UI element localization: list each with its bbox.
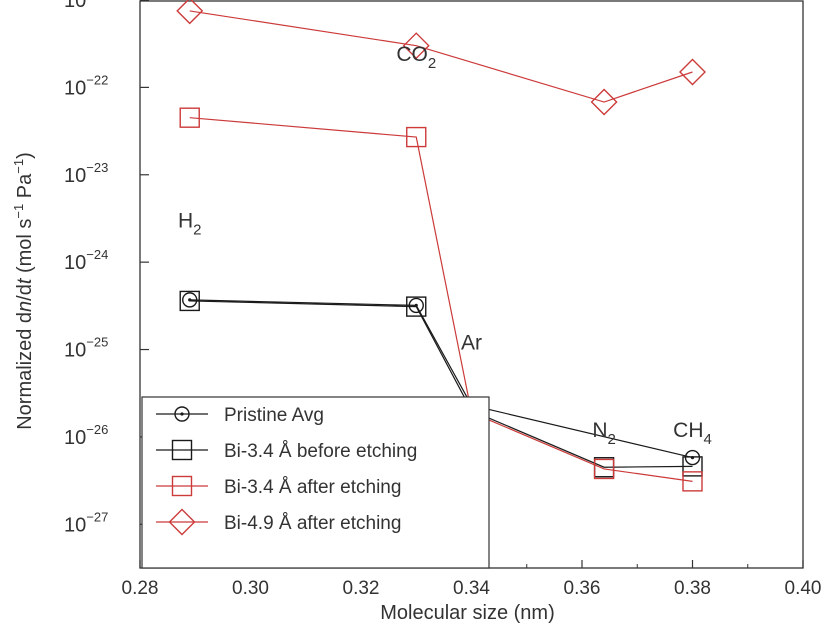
legend-label: Bi-4.9 Å after etching — [224, 513, 401, 534]
data-point-square — [593, 458, 615, 480]
gas-label: N2 — [592, 419, 616, 448]
y-tick-label: 10−24 — [64, 247, 108, 274]
gas-label: CH4 — [673, 419, 712, 448]
data-point-circle — [182, 292, 198, 308]
data-point-square — [406, 126, 427, 148]
annotation-layer: H2 CO2 Ar N2 CH4 — [178, 43, 712, 448]
data-point-diamond — [402, 32, 430, 60]
legend: Pristine Avg Bi-3.4 Å before etching Bi-3.… — [141, 396, 490, 569]
x-tick-label: 0.28 — [122, 578, 159, 599]
legend-entry: Bi-3.4 Å after etching — [156, 475, 401, 498]
x-axis-title: Molecular size (nm) — [380, 602, 554, 624]
legend-marker-diamond — [168, 508, 196, 536]
series-line — [189, 10, 693, 103]
legend-marker-square — [171, 439, 193, 461]
data-point-diamond — [590, 88, 618, 116]
data-point-square — [406, 296, 427, 317]
x-tick-label: 0.30 — [232, 578, 269, 599]
x-tick-label: 0.40 — [785, 578, 822, 599]
x-tick-label: 0.32 — [343, 578, 380, 599]
y-tick-label: 10−23 — [64, 160, 108, 187]
data-point-diamond — [176, 0, 204, 25]
data-point-square — [179, 107, 200, 128]
data-point-square — [179, 290, 200, 312]
gas-label: H2 — [178, 209, 202, 238]
data-point-circle — [408, 297, 424, 314]
y-axis: 10−21 10−22 10−23 10−24 10−25 10−26 10−27 — [64, 0, 149, 536]
gas-label: CO2 — [396, 43, 436, 72]
legend-marker-square — [171, 475, 193, 497]
series-4 — [176, 0, 706, 116]
series-line — [189, 299, 693, 459]
y-tick-label: 10−21 — [64, 0, 108, 12]
y-tick-label: 10−25 — [64, 335, 108, 362]
data-point-diamond — [679, 58, 706, 86]
y-tick-label: 10−27 — [64, 509, 108, 536]
legend-label: Pristine Avg — [224, 405, 324, 426]
legend-entry: Pristine Avg — [156, 405, 324, 426]
y-tick-label: 10−22 — [64, 72, 108, 99]
legend-box — [141, 396, 490, 569]
legend-label: Bi-3.4 Å before etching — [224, 441, 417, 462]
legend-entry: Bi-4.9 Å after etching — [156, 508, 401, 536]
y-tick-label: 10−26 — [64, 422, 108, 449]
legend-marker-dot — [180, 412, 184, 416]
data-point-square — [682, 471, 703, 492]
x-tick-label: 0.36 — [564, 578, 601, 599]
legend-label: Bi-3.4 Å after etching — [224, 477, 401, 498]
data-point-square — [682, 456, 703, 477]
gas-label: Ar — [461, 332, 482, 355]
legend-marker-circle — [174, 406, 190, 422]
y-axis-title: Normalized dn/dt (mol s−1 Pa−1) — [11, 152, 36, 430]
data-point-circle — [684, 449, 701, 466]
x-tick-label: 0.34 — [453, 578, 490, 599]
x-tick-label: 0.38 — [674, 578, 711, 599]
series-layer — [176, 0, 706, 492]
legend-entry: Bi-3.4 Å before etching — [156, 439, 417, 462]
